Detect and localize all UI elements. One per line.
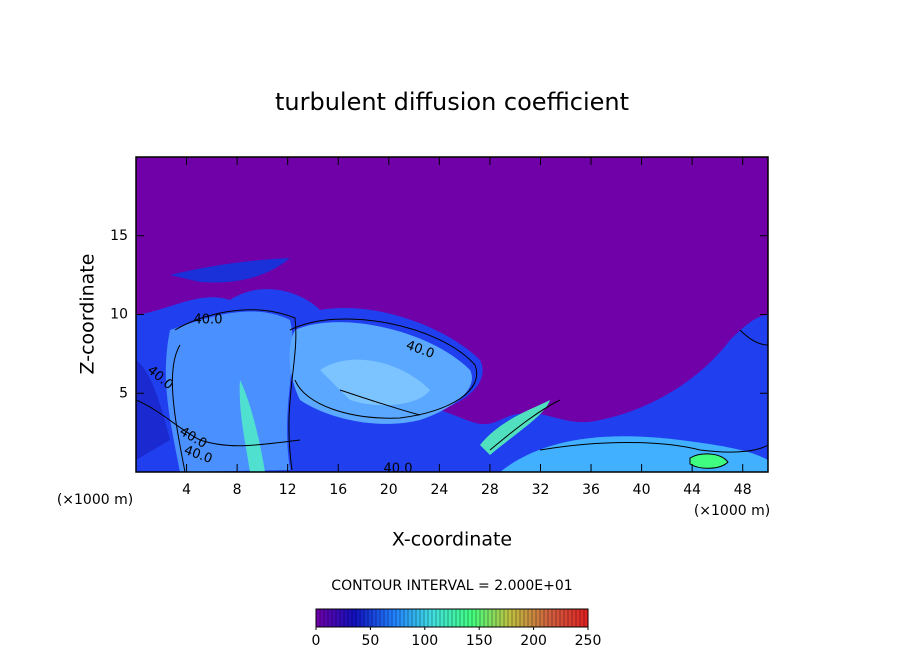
y-axis-label: Z-coordinate <box>77 254 99 375</box>
chart-title: turbulent diffusion coefficient <box>275 88 629 116</box>
colorbar-tick-label: 50 <box>361 633 379 649</box>
x-tick-label: 40 <box>633 482 651 498</box>
y-tick-label: 15 <box>110 228 128 244</box>
x-tick-label: 8 <box>233 482 242 498</box>
x-tick-label: 44 <box>683 482 701 498</box>
x-tick-label: 36 <box>582 482 600 498</box>
colorbar-tick-label: 250 <box>575 633 602 649</box>
colorbar-tick-label: 100 <box>411 633 438 649</box>
x-axis-label: X-coordinate <box>392 529 512 551</box>
contour-label: 40.0 <box>384 462 413 477</box>
contour-interval: CONTOUR INTERVAL = 2.000E+01 <box>331 578 572 594</box>
x-tick-label: 24 <box>430 482 448 498</box>
colorbar-tick-label: 150 <box>466 633 493 649</box>
x-tick-label: 4 <box>182 482 191 498</box>
colorbar-tick-label: 200 <box>520 633 547 649</box>
colorbar-tick-label: 0 <box>312 633 321 649</box>
x-unit-label: (×1000 m) <box>694 503 770 519</box>
x-tick-label: 12 <box>279 482 297 498</box>
x-tick-label: 16 <box>329 482 347 498</box>
y-tick-label: 10 <box>110 307 128 323</box>
x-tick-label: 32 <box>532 482 550 498</box>
contour-label: 40.0 <box>194 313 223 328</box>
x-unit-label: (×1000 m) <box>57 492 133 508</box>
contour-field <box>136 157 768 472</box>
y-tick-label: 5 <box>119 385 128 401</box>
x-tick-label: 20 <box>380 482 398 498</box>
colorbar <box>315 608 589 628</box>
x-tick-label: 28 <box>481 482 499 498</box>
x-tick-label: 48 <box>734 482 752 498</box>
